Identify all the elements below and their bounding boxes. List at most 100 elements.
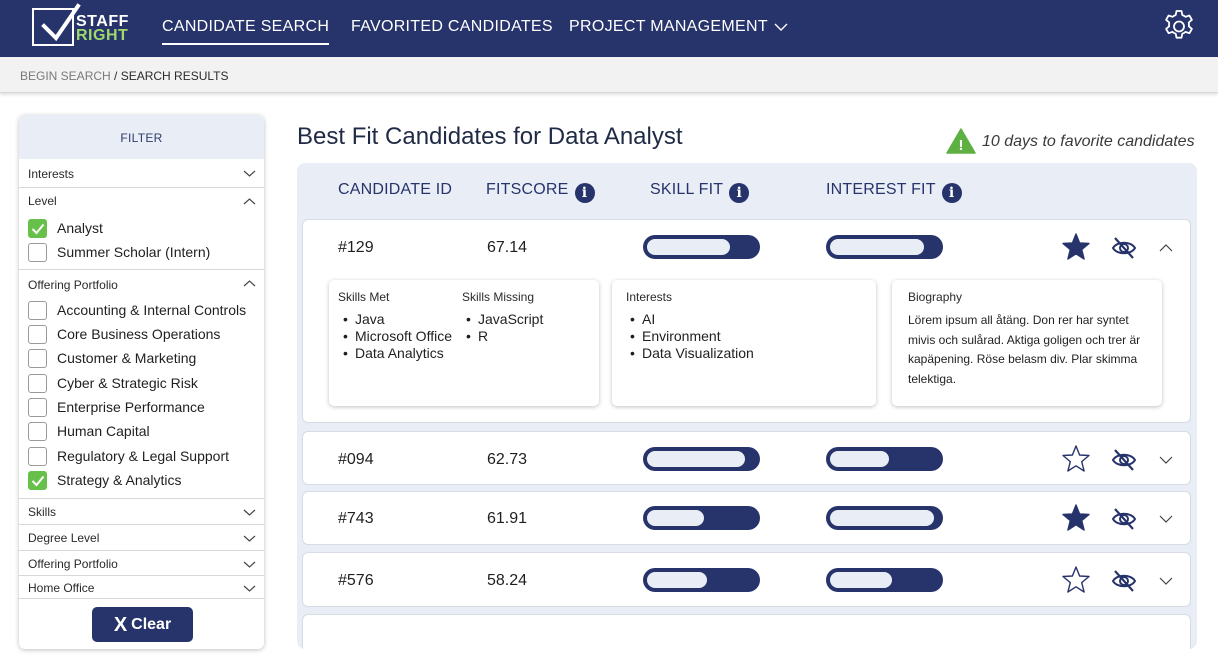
skills-missing-list: JavaScript R — [464, 311, 589, 345]
staff-right-logo[interactable]: STAFF RIGHT — [30, 3, 130, 48]
checkbox[interactable] — [28, 301, 47, 320]
option-label: Analyst — [57, 220, 103, 236]
list-item: JavaScript — [464, 311, 589, 328]
filter-section-skills[interactable]: Skills — [19, 499, 264, 525]
chevron-down-icon[interactable] — [1158, 511, 1174, 527]
filter-section-offering-portfolio: Offering Portfolio Accounting & Internal… — [19, 270, 264, 499]
clear-filters-button[interactable]: X Clear — [92, 607, 193, 642]
favorite-star-icon[interactable] — [1061, 503, 1091, 533]
chevron-down-icon — [243, 509, 256, 516]
biography-card: Biography Lörem ipsum all åtäng. Don rer… — [892, 280, 1162, 406]
filter-title: FILTER — [19, 115, 264, 159]
warning-triangle-icon: ! — [946, 128, 976, 154]
chevron-down-icon[interactable] — [1158, 452, 1174, 468]
chevron-down-icon — [243, 170, 256, 177]
list-item: Microsoft Office — [341, 328, 453, 345]
fitscore-value: 67.14 — [487, 239, 528, 256]
top-navigation: STAFF RIGHT CANDIDATE SEARCH FAVORITED C… — [0, 0, 1218, 57]
settings-gear-icon[interactable] — [1162, 9, 1196, 43]
info-icon[interactable]: i — [574, 183, 595, 203]
skills-card: Skills Met Skills Missing Java Microsoft… — [329, 280, 599, 406]
favorite-star-icon[interactable] — [1061, 232, 1091, 262]
list-item: Java — [341, 311, 453, 328]
nav-favorited-candidates[interactable]: FAVORITED CANDIDATES — [351, 18, 553, 35]
breadcrumb-begin-search[interactable]: BEGIN SEARCH — [20, 69, 111, 83]
nav-project-management-label: PROJECT MANAGEMENT — [569, 18, 768, 35]
filter-section-title: Interests — [28, 167, 75, 181]
logo-box — [32, 8, 74, 46]
candidate-row[interactable]: #094 62.73 — [302, 431, 1191, 485]
column-header-label: INTEREST FIT — [826, 181, 936, 198]
interest-fit-bar — [826, 447, 943, 471]
checkbox[interactable] — [28, 325, 47, 344]
favorite-star-icon[interactable] — [1061, 444, 1091, 474]
chevron-up-icon[interactable] — [243, 280, 256, 287]
checkbox[interactable] — [28, 374, 47, 393]
chevron-down-icon — [243, 535, 256, 542]
check-icon — [31, 223, 45, 235]
fitscore-value: 62.73 — [487, 451, 528, 468]
column-header-label: FITSCORE — [486, 181, 569, 198]
filter-section-title: Offering Portfolio — [28, 557, 118, 571]
interest-fit-bar — [826, 506, 943, 530]
breadcrumb: BEGIN SEARCH / SEARCH RESULTS — [20, 69, 229, 83]
column-header-interest-fit[interactable]: INTEREST FIT i — [826, 181, 962, 203]
checkbox[interactable] — [28, 422, 47, 441]
filter-section-title: Degree Level — [28, 531, 100, 545]
hide-eye-slash-icon[interactable] — [1111, 447, 1137, 473]
checkbox-checked[interactable] — [28, 471, 47, 490]
logo-text-right: RIGHT — [76, 27, 129, 44]
logo-text-staff: STAFF — [76, 13, 129, 30]
chevron-down-icon — [243, 561, 256, 568]
option-label: Human Capital — [57, 423, 150, 439]
column-header-candidate-id[interactable]: CANDIDATE ID — [338, 181, 453, 198]
biography-text: Lörem ipsum all åtäng. Don rer har synte… — [908, 313, 1141, 386]
filter-section-interests[interactable]: Interests — [19, 159, 264, 188]
candidate-row[interactable]: #576 58.24 — [302, 552, 1191, 607]
chevron-up-icon[interactable] — [243, 198, 256, 205]
checkbox[interactable] — [28, 243, 47, 262]
option-label: Accounting & Internal Controls — [57, 302, 247, 318]
fitscore-value: 58.24 — [487, 572, 528, 589]
skills-met-list: Java Microsoft Office Data Analytics — [341, 311, 453, 362]
favorite-star-icon[interactable] — [1061, 565, 1091, 595]
filter-section-title[interactable]: Offering Portfolio — [28, 278, 118, 292]
skills-missing-label: Skills Missing — [462, 290, 535, 304]
nav-candidate-search[interactable]: CANDIDATE SEARCH — [162, 18, 330, 45]
option-label: Core Business Operations — [57, 326, 221, 342]
candidate-row[interactable]: #743 61.91 — [302, 491, 1191, 545]
logo-check-icon — [41, 3, 81, 42]
check-icon — [31, 475, 45, 487]
chevron-up-icon[interactable] — [1158, 240, 1174, 256]
checkbox[interactable] — [28, 349, 47, 368]
nav-project-management[interactable]: PROJECT MANAGEMENT — [569, 18, 788, 36]
list-item: Data Visualization — [628, 345, 868, 362]
checkbox-checked[interactable] — [28, 219, 47, 238]
hide-eye-slash-icon[interactable] — [1111, 506, 1137, 532]
filter-panel: FILTER Interests Level Analyst Summer Sc… — [19, 115, 264, 649]
info-icon[interactable]: i — [729, 183, 750, 203]
checkbox[interactable] — [28, 447, 47, 466]
option-label: Summer Scholar (Intern) — [57, 244, 211, 260]
filter-section-home-office[interactable]: Home Office — [19, 576, 264, 599]
interest-fit-fill — [830, 239, 924, 255]
checkbox[interactable] — [28, 398, 47, 417]
list-item: Data Analytics — [341, 345, 453, 362]
close-icon: X — [113, 614, 128, 636]
page-title: Best Fit Candidates for Data Analyst — [297, 123, 683, 150]
option-label: Enterprise Performance — [57, 399, 205, 415]
candidate-row-partial[interactable] — [302, 614, 1191, 649]
interests-list: AI Environment Data Visualization — [628, 311, 868, 362]
skill-fit-bar — [643, 235, 760, 259]
column-header-skill-fit[interactable]: SKILL FIT i — [650, 181, 750, 203]
column-header-fitscore[interactable]: FITSCORE i — [486, 181, 595, 203]
filter-section-title[interactable]: Level — [28, 194, 57, 208]
filter-section-offering-portfolio-collapsed[interactable]: Offering Portfolio — [19, 551, 264, 576]
info-icon[interactable]: i — [941, 183, 962, 203]
interests-card: Interests AI Environment Data Visualizat… — [612, 280, 876, 406]
hide-eye-slash-icon[interactable] — [1111, 568, 1137, 594]
hide-eye-slash-icon[interactable] — [1111, 235, 1137, 261]
candidate-row[interactable]: #129 67.14 Skills Met Skills Missing Jav… — [302, 219, 1191, 423]
filter-section-degree-level[interactable]: Degree Level — [19, 525, 264, 551]
chevron-down-icon[interactable] — [1158, 573, 1174, 589]
